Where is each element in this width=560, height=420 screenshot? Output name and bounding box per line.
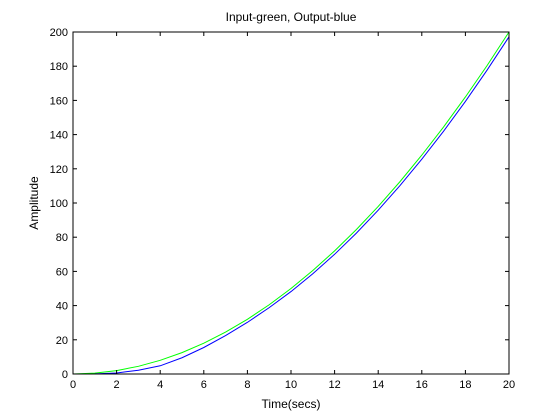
series-line-1	[72, 36, 510, 375]
y-tick-label-6: 120	[50, 164, 68, 176]
ticks-layer: 0 2 4 6 8 10 12 14 16 18 2002040608010012014016018…	[50, 27, 515, 391]
series-line-0	[72, 31, 510, 375]
x-tick-label-0: 0	[70, 379, 76, 391]
y-tick-label-5: 100	[50, 198, 68, 210]
y-tick-label-0: 0	[62, 369, 68, 381]
x-tick-label-8: 16	[416, 379, 428, 391]
x-tick-label-10: 20	[503, 379, 515, 391]
plot-area	[73, 32, 509, 374]
y-tick-label-7: 140	[50, 130, 68, 142]
x-tick-label-1: 2	[114, 379, 120, 391]
y-axis-label: Amplitude	[27, 176, 41, 230]
x-tick-label-5: 10	[285, 379, 297, 391]
x-axis-label: Time(secs)	[262, 397, 321, 411]
x-tick-label-6: 12	[328, 379, 340, 391]
x-tick-label-2: 4	[157, 379, 163, 391]
chart-title: Input-green, Output-blue	[226, 10, 357, 24]
axes-box	[72, 31, 510, 375]
x-tick-label-7: 14	[372, 379, 384, 391]
x-tick-label-9: 18	[459, 379, 471, 391]
y-tick-label-3: 60	[56, 266, 68, 278]
y-tick-label-4: 80	[56, 232, 68, 244]
series-layer	[72, 31, 510, 375]
y-tick-label-8: 160	[50, 95, 68, 107]
y-tick-label-9: 180	[50, 61, 68, 73]
y-tick-label-10: 200	[50, 27, 68, 39]
x-tick-label-3: 6	[201, 379, 207, 391]
y-tick-label-2: 40	[56, 301, 68, 313]
x-tick-label-4: 8	[244, 379, 250, 391]
y-tick-label-1: 20	[56, 335, 68, 347]
